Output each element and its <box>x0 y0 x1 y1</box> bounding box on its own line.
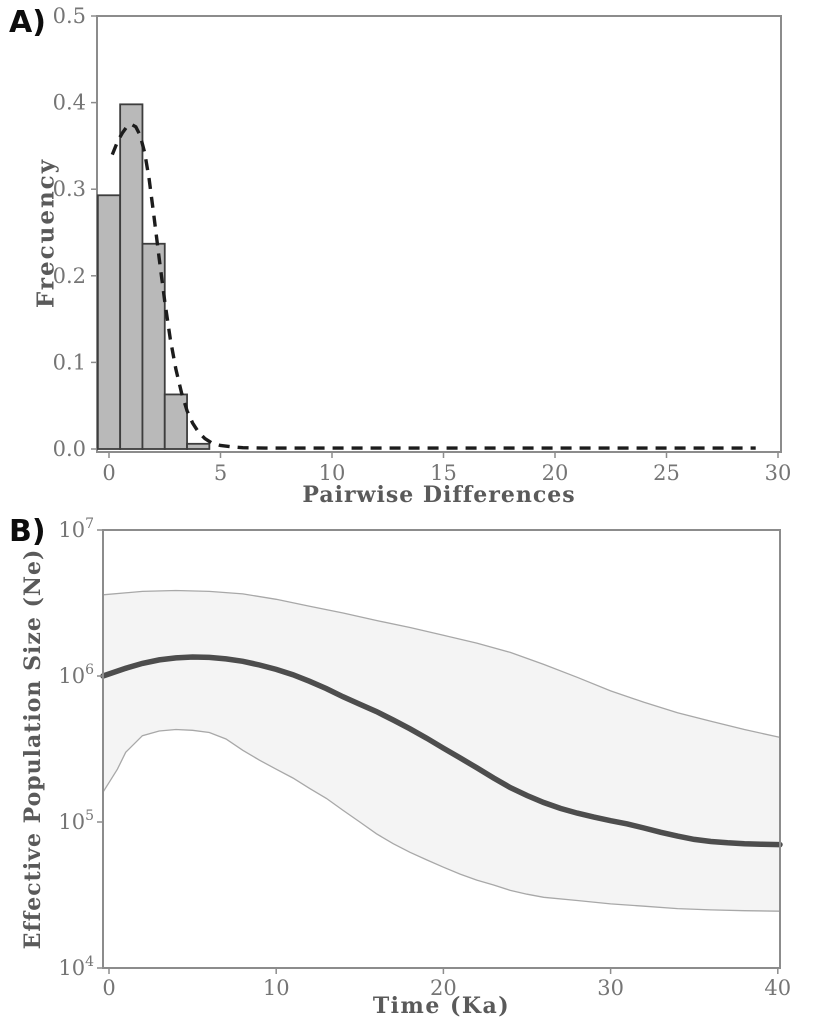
plot-frame <box>96 15 782 453</box>
confidence-band <box>103 590 780 912</box>
panel-b-skyline-svg: 107 106 105 104 0 10 20 30 40 <box>58 516 791 1000</box>
x-tick-label: 30 <box>765 461 792 485</box>
x-tick-label: 40 <box>764 976 791 1000</box>
y-tick-label: 0.0 <box>53 437 86 461</box>
x-tick-label: 0 <box>102 461 115 485</box>
panel-a-y-axis-title: Frecuency <box>32 157 60 309</box>
panel-a-label: A) <box>9 5 46 40</box>
y-tick-label: 0.4 <box>53 91 86 115</box>
panel-a-histogram-svg: 0.0 0.1 0.2 0.3 0.4 0.5 0 5 10 15 20 25 30 <box>53 4 792 485</box>
x-tick-label: 15 <box>430 461 457 485</box>
panel-b-y-axis-title: Effective Population Size (Ne) <box>20 548 46 950</box>
x-tick-label: 20 <box>430 976 457 1000</box>
plot-frame <box>102 529 781 969</box>
x-tick-label: 25 <box>653 461 680 485</box>
panel-b-label: B) <box>9 514 46 549</box>
y-tick-label: 104 <box>58 954 94 980</box>
x-tick-label: 20 <box>542 461 569 485</box>
expected-distribution-curve <box>110 122 756 450</box>
y-tick-label: 106 <box>58 662 94 688</box>
x-tick-label: 5 <box>214 461 227 485</box>
x-tick-label: 10 <box>319 461 346 485</box>
y-tick-label: 0.3 <box>53 177 86 201</box>
histogram-bar <box>119 103 144 450</box>
y-tick-label: 105 <box>58 808 94 834</box>
histogram-bar <box>186 442 211 450</box>
histogram-bar <box>141 242 166 450</box>
median-line <box>100 654 783 848</box>
x-tick-label: 0 <box>102 976 115 1000</box>
histogram-bar <box>163 393 188 450</box>
x-tick-label: 10 <box>263 976 290 1000</box>
y-tick-label: 0.5 <box>53 4 86 28</box>
panel-b-x-axis-title: Time (Ka) <box>372 993 511 1019</box>
panel-a-x-axis-title: Pairwise Differences <box>302 482 576 508</box>
histogram-bar <box>96 194 122 450</box>
y-tick-label: 107 <box>58 516 94 542</box>
y-tick-label: 0.2 <box>53 264 86 288</box>
upper-hpd-line <box>102 589 781 739</box>
lower-hpd-line <box>102 728 781 912</box>
x-tick-label: 30 <box>597 976 624 1000</box>
y-tick-label: 0.1 <box>53 350 86 374</box>
